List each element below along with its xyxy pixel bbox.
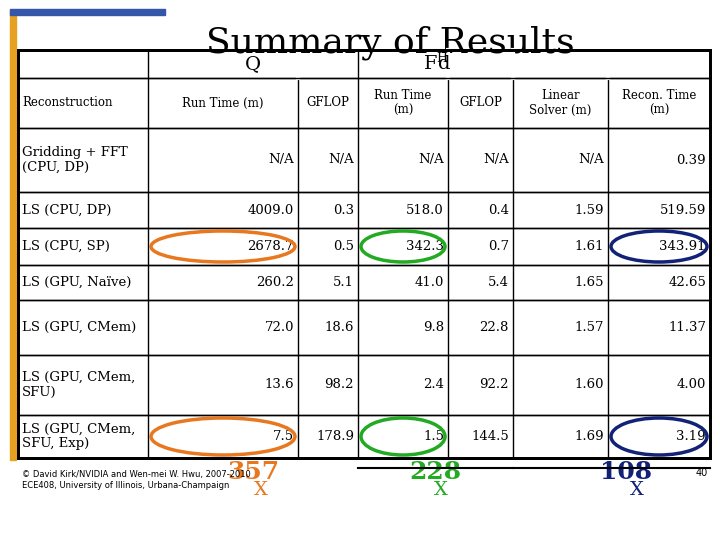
Text: 357: 357 <box>227 460 279 484</box>
Text: 0.4: 0.4 <box>488 204 509 217</box>
Bar <box>10 10 16 460</box>
Text: Run Time (m): Run Time (m) <box>182 97 264 110</box>
Text: 518.0: 518.0 <box>406 204 444 217</box>
Text: 41.0: 41.0 <box>415 276 444 289</box>
Text: GFLOP: GFLOP <box>459 97 502 110</box>
Text: N/A: N/A <box>269 153 294 166</box>
Text: Reconstruction: Reconstruction <box>22 97 112 110</box>
Text: 9.8: 9.8 <box>423 321 444 334</box>
Text: 11.37: 11.37 <box>668 321 706 334</box>
Text: GFLOP: GFLOP <box>307 97 349 110</box>
Text: N/A: N/A <box>578 153 604 166</box>
Text: 1.60: 1.60 <box>575 379 604 392</box>
Text: LS (GPU, Naïve): LS (GPU, Naïve) <box>22 276 131 289</box>
Text: LS (GPU, CMem): LS (GPU, CMem) <box>22 321 136 334</box>
Text: 5.4: 5.4 <box>488 276 509 289</box>
Text: Q: Q <box>245 55 261 73</box>
Bar <box>10 9 165 15</box>
Text: 40: 40 <box>696 468 708 478</box>
Text: Summary of Results: Summary of Results <box>206 25 575 59</box>
Text: 144.5: 144.5 <box>472 430 509 443</box>
Text: N/A: N/A <box>328 153 354 166</box>
Text: 2.4: 2.4 <box>423 379 444 392</box>
Text: 92.2: 92.2 <box>480 379 509 392</box>
Text: Run Time
(m): Run Time (m) <box>374 89 432 117</box>
Text: N/A: N/A <box>418 153 444 166</box>
Text: 0.3: 0.3 <box>333 204 354 217</box>
Text: 228: 228 <box>410 460 462 484</box>
Text: 260.2: 260.2 <box>256 276 294 289</box>
Text: 1.57: 1.57 <box>575 321 604 334</box>
Text: 1.5: 1.5 <box>423 430 444 443</box>
Text: LS (GPU, CMem,
SFU, Exp): LS (GPU, CMem, SFU, Exp) <box>22 422 135 450</box>
Text: X: X <box>254 481 268 499</box>
Text: Recon. Time
(m): Recon. Time (m) <box>622 89 696 117</box>
Text: 0.39: 0.39 <box>676 153 706 166</box>
Text: Linear
Solver (m): Linear Solver (m) <box>529 89 592 117</box>
Text: 0.7: 0.7 <box>488 240 509 253</box>
Text: 1.61: 1.61 <box>575 240 604 253</box>
Text: 519.59: 519.59 <box>660 204 706 217</box>
Text: 18.6: 18.6 <box>325 321 354 334</box>
Text: Gridding + FFT
(CPU, DP): Gridding + FFT (CPU, DP) <box>22 146 127 174</box>
Text: 42.65: 42.65 <box>668 276 706 289</box>
Text: 1.59: 1.59 <box>575 204 604 217</box>
Text: F: F <box>424 55 437 73</box>
Text: LS (CPU, SP): LS (CPU, SP) <box>22 240 110 253</box>
Text: H: H <box>436 52 448 65</box>
Text: X: X <box>629 481 644 499</box>
Text: 98.2: 98.2 <box>325 379 354 392</box>
Text: 13.6: 13.6 <box>264 379 294 392</box>
Text: d: d <box>438 55 451 73</box>
Text: N/A: N/A <box>483 153 509 166</box>
Text: 2678.7: 2678.7 <box>248 240 294 253</box>
Text: 0.5: 0.5 <box>333 240 354 253</box>
Text: 178.9: 178.9 <box>316 430 354 443</box>
Text: 343.91: 343.91 <box>660 240 706 253</box>
Text: 1.65: 1.65 <box>575 276 604 289</box>
Bar <box>18 50 710 458</box>
Text: 342.3: 342.3 <box>406 240 444 253</box>
Text: © David Kirk/NVIDIA and Wen-mei W. Hwu, 2007-2010
ECE408, University of Illinois: © David Kirk/NVIDIA and Wen-mei W. Hwu, … <box>22 470 251 490</box>
Text: 7.5: 7.5 <box>273 430 294 443</box>
Text: 108: 108 <box>600 460 652 484</box>
Text: 4009.0: 4009.0 <box>248 204 294 217</box>
Text: LS (GPU, CMem,
SFU): LS (GPU, CMem, SFU) <box>22 371 135 399</box>
Text: 1.69: 1.69 <box>575 430 604 443</box>
Text: LS (CPU, DP): LS (CPU, DP) <box>22 204 112 217</box>
Text: 72.0: 72.0 <box>264 321 294 334</box>
Text: 5.1: 5.1 <box>333 276 354 289</box>
Text: 4.00: 4.00 <box>677 379 706 392</box>
Text: 22.8: 22.8 <box>480 321 509 334</box>
Text: X: X <box>433 481 447 499</box>
Text: 3.19: 3.19 <box>676 430 706 443</box>
